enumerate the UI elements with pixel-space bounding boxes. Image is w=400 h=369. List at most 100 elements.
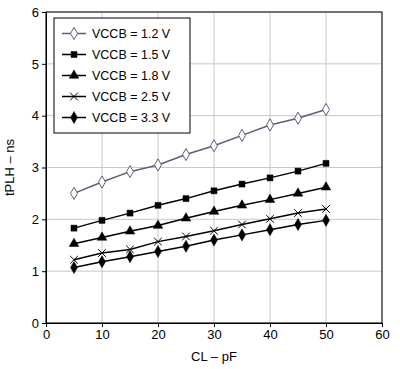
series-marker [237, 200, 247, 208]
tick: 3 [32, 160, 46, 175]
x-axis: 0 10 20 30 40 50 60 [43, 323, 390, 342]
series-marker [127, 251, 134, 263]
series-marker [210, 227, 218, 235]
tick: 0 [32, 316, 46, 331]
plot-frame [46, 12, 382, 323]
legend-label: VCCB = 1.5 V [92, 48, 171, 62]
tick: 40 [263, 323, 277, 342]
tick-mark [42, 116, 46, 117]
series-marker [295, 112, 302, 124]
tick-mark [42, 168, 46, 169]
tick-label: 0 [32, 316, 39, 331]
series-marker [266, 215, 274, 223]
series-marker [99, 176, 106, 188]
series-marker [154, 238, 162, 246]
series-marker [267, 224, 274, 236]
series-marker [69, 238, 79, 246]
tick: 6 [32, 5, 46, 20]
legend-label: VCCB = 3.3 V [92, 111, 171, 125]
series-marker [322, 205, 330, 213]
legend-label: VCCB = 2.5 V [92, 90, 171, 104]
series-marker [294, 209, 302, 217]
legend-entry: VCCB = 1.8 V [62, 69, 171, 83]
tick: 1 [32, 264, 46, 279]
series-marker [71, 187, 78, 199]
series-marker [265, 194, 275, 202]
x-axis-title: CL – pF [191, 349, 237, 364]
chart: 01020304050600123456VCCB = 1.2 VVCCB = 1… [0, 0, 400, 369]
legend-label: VCCB = 1.8 V [92, 69, 171, 83]
tick: 5 [32, 56, 46, 71]
tick: 2 [32, 212, 46, 227]
series-marker [71, 262, 78, 274]
tick: 20 [151, 323, 165, 342]
legend-marker [69, 70, 79, 78]
series-marker [71, 225, 77, 231]
series-marker [323, 160, 329, 166]
series-marker [323, 103, 330, 115]
series-marker [183, 149, 190, 161]
grid-line [214, 12, 215, 323]
tick-mark [42, 64, 46, 65]
legend-entry: VCCB = 1.2 V [62, 27, 171, 41]
tick-label: 1 [32, 264, 39, 279]
tick-label: 2 [32, 212, 39, 227]
series-marker [211, 188, 217, 194]
series-marker [127, 210, 133, 216]
series-marker [267, 175, 273, 181]
tick-label: 30 [207, 327, 221, 342]
series-line [74, 109, 326, 193]
legend-marker [71, 111, 78, 123]
legend: VCCB = 1.2 V VCCB = 1.5 V VCCB = 1.8 V VCCB… [54, 18, 190, 133]
y-axis-title: tPLH – ns [2, 138, 17, 196]
grid-line [270, 12, 271, 323]
series-marker [155, 202, 161, 208]
series-marker [183, 196, 189, 202]
series-marker [239, 129, 246, 141]
series-marker [267, 119, 274, 131]
tick-mark [42, 219, 46, 220]
series-marker [182, 233, 190, 241]
series-marker [181, 213, 191, 221]
tick: 30 [207, 323, 221, 342]
y-axis: 0 1 2 3 4 5 6 [32, 5, 47, 331]
series-marker [155, 159, 162, 171]
series-marker [127, 166, 134, 178]
tick-label: 40 [263, 327, 277, 342]
tick: 0 [43, 323, 50, 342]
series-marker [321, 182, 331, 190]
legend-label: VCCB = 1.2 V [92, 27, 171, 41]
tick-mark [42, 12, 46, 13]
tick-label: 6 [32, 5, 39, 20]
grid-line [326, 12, 327, 323]
legend-marker [70, 93, 78, 101]
tick-label: 3 [32, 160, 39, 175]
tick: 10 [95, 323, 109, 342]
series-marker [99, 256, 106, 268]
tick-label: 0 [43, 327, 50, 342]
legend-entry: VCCB = 3.3 V [62, 111, 171, 125]
tick-mark [42, 323, 46, 324]
tick: 50 [319, 323, 333, 342]
series-marker [125, 226, 135, 234]
legend-box [54, 18, 190, 133]
tick: 60 [375, 323, 389, 342]
legend-marker [71, 27, 78, 39]
series-marker [238, 221, 246, 229]
series-marker [239, 181, 245, 187]
series-marker [293, 188, 303, 196]
series-marker [211, 140, 218, 152]
legend-entry: VCCB = 1.5 V [62, 48, 171, 62]
series-marker [211, 234, 218, 246]
series-marker [209, 206, 219, 214]
legend-entry: VCCB = 2.5 V [62, 90, 171, 104]
series-marker [99, 217, 105, 223]
series-marker [295, 218, 302, 230]
plot: 01020304050600123456VCCB = 1.2 VVCCB = 1… [32, 5, 390, 343]
tick: 4 [32, 108, 46, 123]
grid [46, 12, 382, 323]
series-marker [155, 245, 162, 257]
series-marker [239, 229, 246, 241]
tick-mark [42, 271, 46, 272]
tick-label: 4 [32, 108, 39, 123]
